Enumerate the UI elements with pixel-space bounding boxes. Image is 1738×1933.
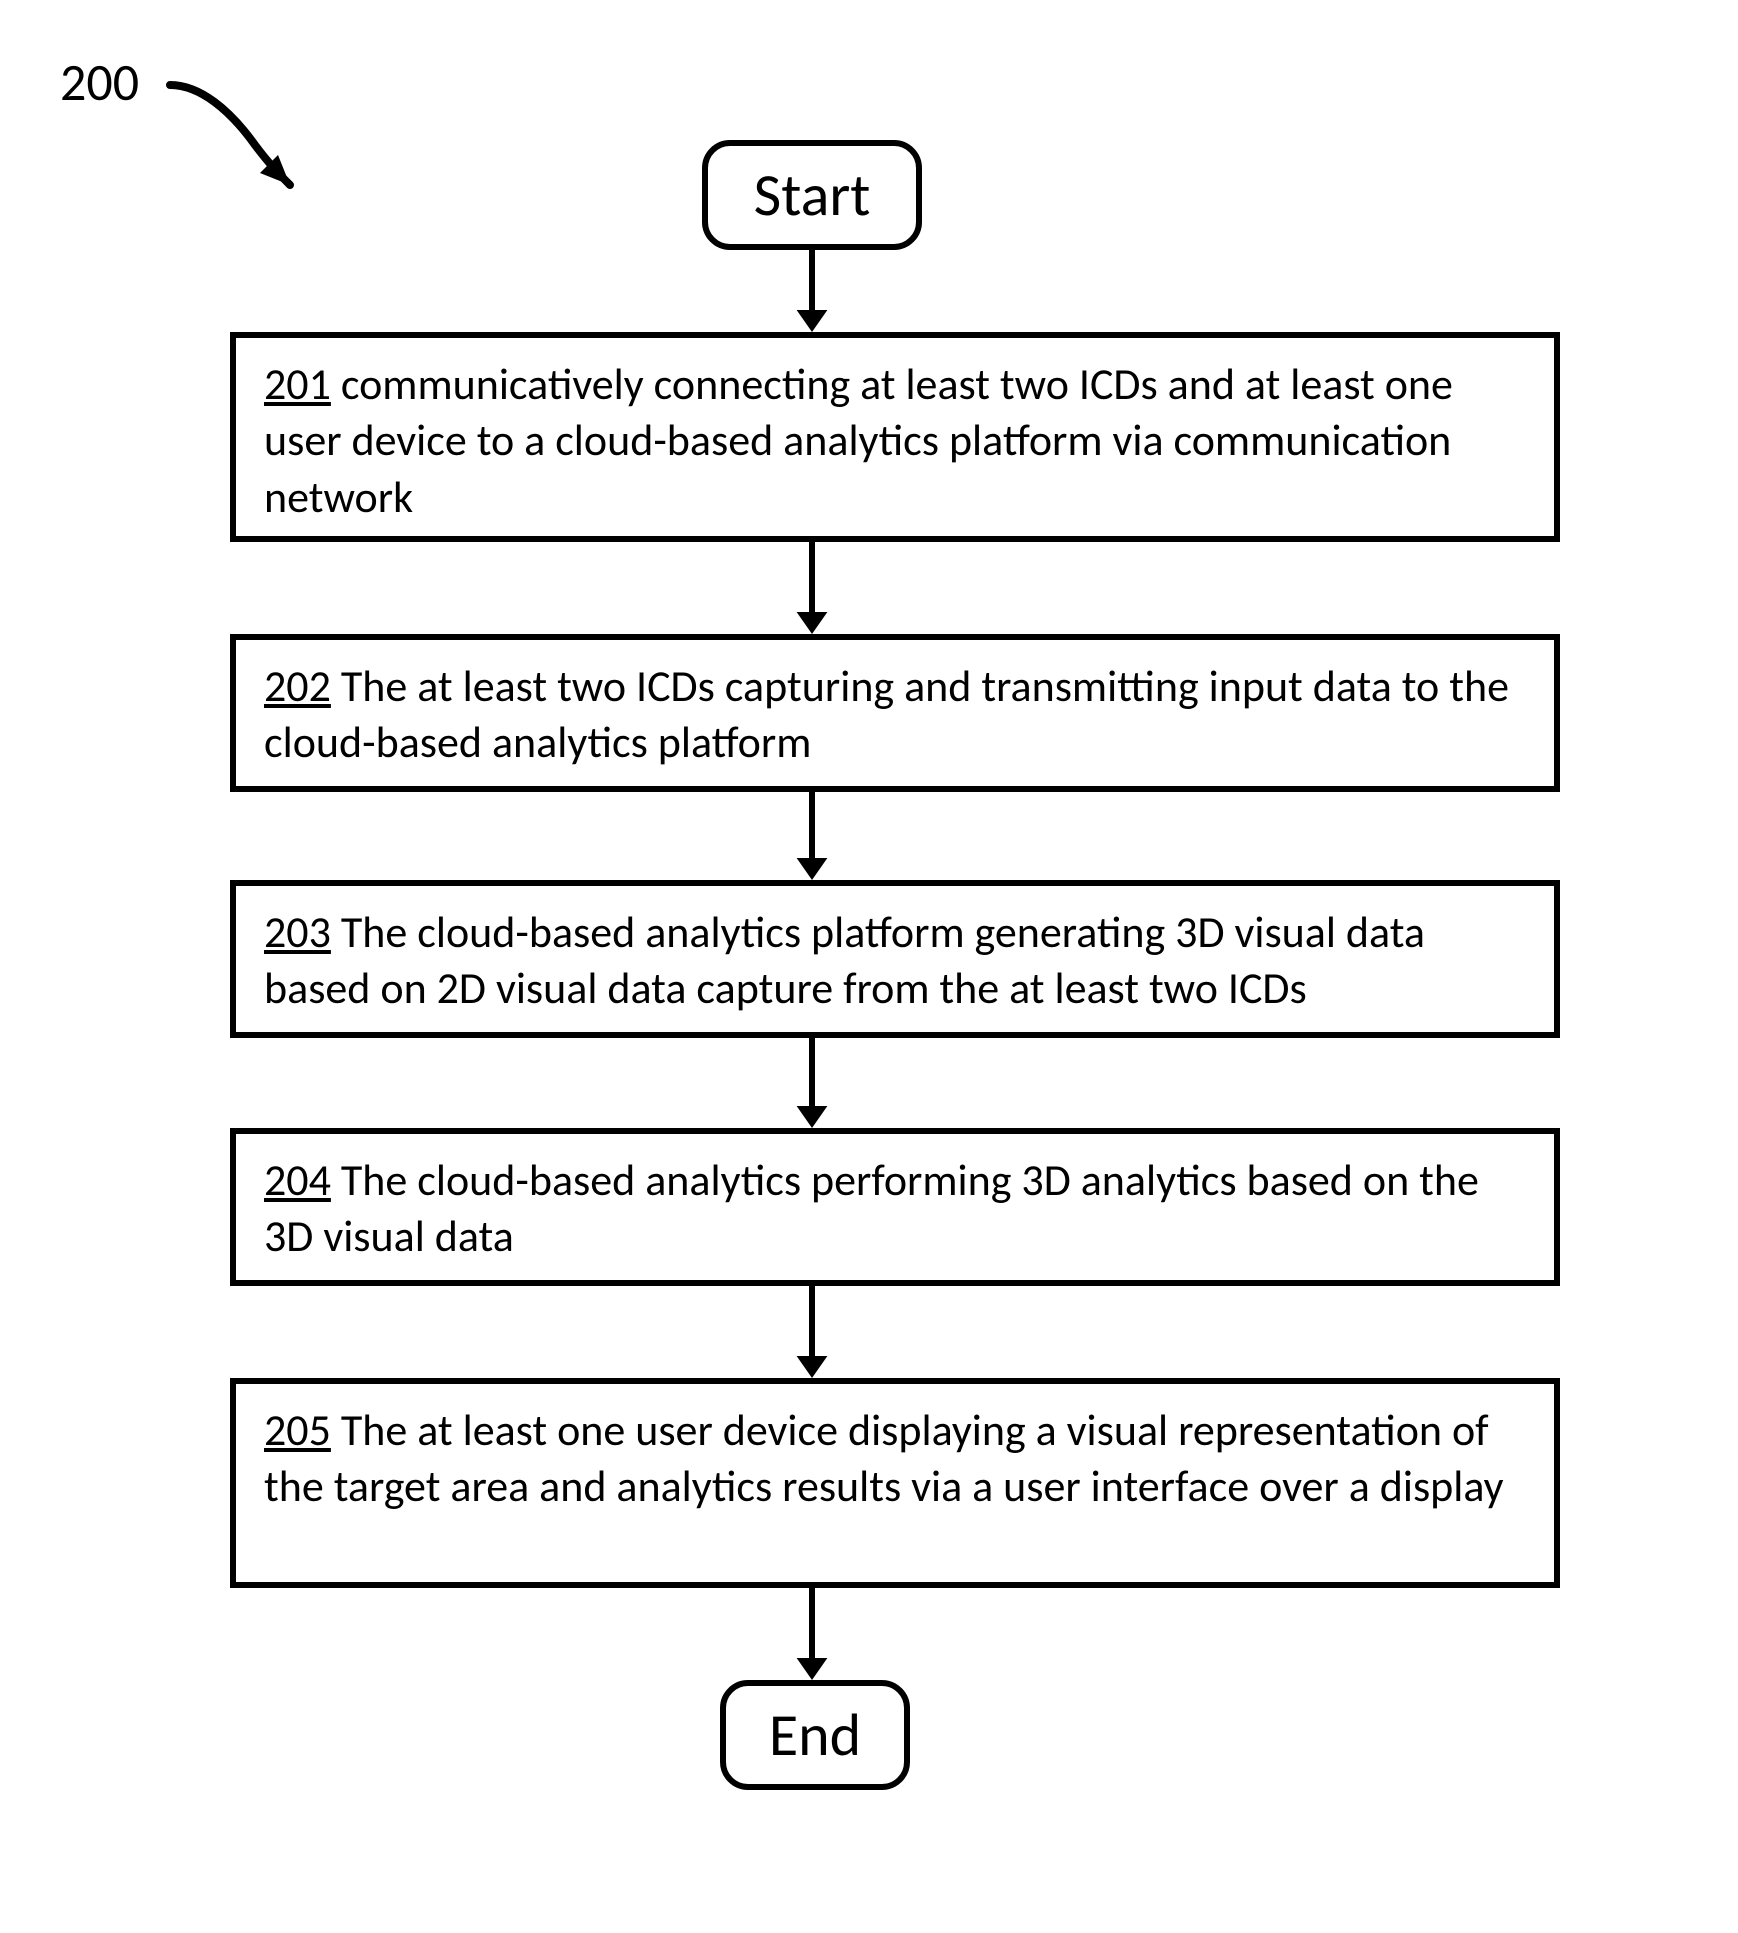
start-label: Start — [754, 159, 871, 232]
end-terminal: End — [720, 1680, 910, 1790]
step-202-text: The at least two ICDs capturing and tran… — [264, 659, 1509, 769]
step-203-text: The cloud-based analytics platform gener… — [264, 905, 1425, 1015]
arrow-s204-to-s205 — [782, 1286, 842, 1378]
arrow-s203-to-s204 — [782, 1038, 842, 1128]
leader-arrow-icon — [160, 75, 320, 205]
figure-number-label: 200 — [60, 50, 139, 114]
arrow-start-to-s201 — [782, 250, 842, 332]
step-203-box: 203 The cloud-based analytics platform g… — [230, 880, 1560, 1038]
arrow-s205-to-end — [782, 1588, 842, 1680]
step-205-number: 205 — [264, 1403, 331, 1457]
step-204-box: 204 The cloud-based analytics performing… — [230, 1128, 1560, 1286]
step-201-text: communicatively connecting at least two … — [264, 357, 1453, 524]
arrow-s201-to-s202 — [782, 542, 842, 634]
step-205-text: The at least one user device displaying … — [264, 1403, 1504, 1513]
step-205-box: 205 The at least one user device display… — [230, 1378, 1560, 1588]
step-201-box: 201 communicatively connecting at least … — [230, 332, 1560, 542]
step-204-number: 204 — [264, 1153, 331, 1207]
step-201-number: 201 — [264, 357, 331, 411]
step-204-text: The cloud-based analytics performing 3D … — [264, 1153, 1479, 1263]
step-202-number: 202 — [264, 659, 331, 713]
step-202-box: 202 The at least two ICDs capturing and … — [230, 634, 1560, 792]
step-203-number: 203 — [264, 905, 331, 959]
flowchart-canvas: 200 Start 201 communicatively connecting … — [0, 0, 1738, 1933]
arrow-s202-to-s203 — [782, 792, 842, 880]
start-terminal: Start — [702, 140, 922, 250]
end-label: End — [769, 1699, 861, 1772]
